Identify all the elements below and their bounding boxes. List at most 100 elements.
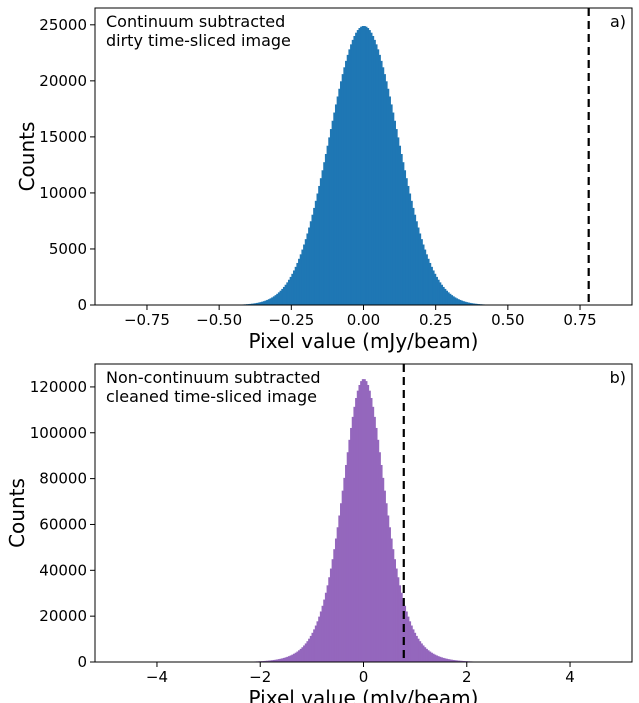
panel-label-a: a) [610,12,626,31]
y-tick-label-b: 60000 [39,515,87,533]
histogram-bar-b [355,398,358,662]
histogram-bar-b [398,585,402,662]
histogram-bar-a [440,284,443,305]
histogram-bar-a [308,227,311,305]
histogram-bar-a [454,297,457,305]
histogram-bar-a [324,154,328,305]
histogram-bar-b [324,592,328,662]
histogram-bar-b [413,632,417,662]
histogram-bar-a [388,96,391,306]
histogram-bar-a [474,303,477,305]
histogram-bar-a [402,162,405,305]
histogram-bar-b [316,621,319,662]
histogram-bar-a [422,244,425,305]
histogram-bar-b [321,605,324,662]
histogram-bar-a [368,30,371,306]
histogram-bar-a [376,49,380,305]
histogram-bar-b [269,660,272,662]
histogram-bar-b [373,416,376,662]
histogram-bar-b [341,490,344,662]
histogram-bar-a [363,26,366,306]
histogram-bar-b [346,452,349,662]
histogram-bar-b [440,657,443,662]
histogram-bar-a [346,54,349,306]
histogram-bar-a [423,249,427,305]
histogram-bar-b [423,647,427,662]
histogram-bar-b [326,585,329,662]
histogram-bar-a [392,112,395,305]
histogram-bar-b [329,568,333,662]
histogram-bar-b [340,503,343,662]
histogram-bar-a [371,35,375,306]
histogram-bar-b [274,659,277,662]
histogram-bar-a [286,282,289,305]
histogram-bar-a [398,145,402,305]
histogram-bar-b [272,659,276,662]
histogram-bar-b [323,599,326,662]
x-tick-label-a: −0.25 [268,311,314,329]
y-tick-label-a: 0 [77,296,87,314]
histogram-bar-b [308,638,311,662]
histogram-bar-b [294,652,297,662]
histogram-bar-a [355,32,358,305]
histogram-bar-b [299,648,303,662]
histogram-bar-a [348,49,351,305]
histogram-bar-a [301,249,304,305]
histogram-bar-b [405,611,408,662]
histogram-bar-b [345,464,348,662]
histogram-bar-a [435,276,438,305]
histogram-bar-b [336,527,339,662]
histogram-bar-a [326,145,329,305]
histogram-bar-a [381,67,385,305]
histogram-bar-a [428,262,432,305]
histogram-bar-a [296,262,299,305]
histogram-bar-b [418,641,422,662]
histogram-bar-a [360,26,363,305]
histogram-bar-a [287,279,291,305]
y-tick-label-a: 5000 [49,240,87,258]
histogram-bar-a [430,266,433,305]
x-tick-label-b: 4 [565,668,575,686]
histogram-bar-b [381,477,385,662]
histogram-bar-a [439,282,442,305]
histogram-bar-b [368,390,371,662]
histogram-bar-b [408,621,412,662]
histogram-bar-a [365,26,368,305]
x-tick-label-b: 0 [359,668,369,686]
histogram-bar-b [437,656,440,662]
histogram-bar-b [286,656,289,662]
y-tick-label-b: 0 [77,653,87,671]
histogram-bar-b [281,658,284,662]
histogram-bar-b [266,660,269,662]
histogram-bar-b [365,381,368,662]
histogram-bar-b [410,625,413,662]
y-tick-label-b: 20000 [39,607,87,625]
histogram-bar-b [425,648,428,662]
histogram-bar-a [282,286,286,305]
histogram-bar-a [298,258,301,305]
histogram-bar-b [435,655,438,662]
histogram-bar-b [371,406,375,662]
histogram-bar-b [400,592,403,662]
histogram-bar-b [445,658,449,662]
histogram-bar-b [427,650,430,662]
histogram-bar-a [405,178,408,305]
histogram-bar-b [289,655,292,662]
histogram-bar-b [422,645,425,662]
histogram-b [242,379,485,662]
histogram-bar-a [380,60,383,306]
histogram-bar-b [428,651,432,662]
histogram-bar-b [287,656,291,662]
histogram-bar-b [267,660,271,662]
histogram-bar-b [348,439,351,662]
histogram-bar-b [430,652,433,662]
histogram-bar-a [328,137,331,305]
histogram-bar-a [353,35,356,306]
histogram-bar-a [418,233,422,305]
histogram-bar-b [442,657,445,662]
histogram-bar-a [450,295,454,305]
histogram-bar-a [459,299,462,305]
y-axis-label-b: Counts [5,478,29,548]
annotation-line-1-b: Non-continuum subtracted [106,368,321,387]
